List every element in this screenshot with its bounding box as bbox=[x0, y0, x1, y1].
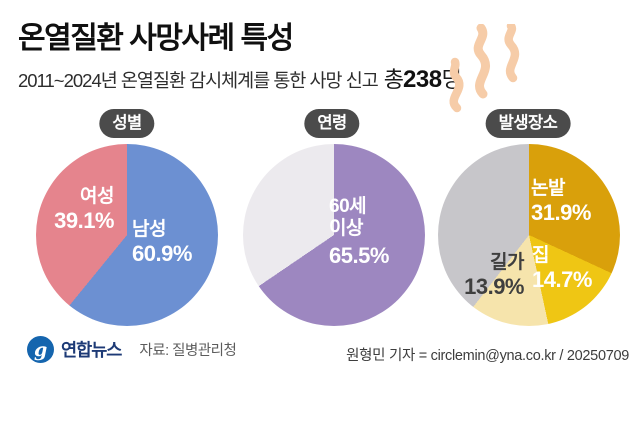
chart-title-pill-place: 발생장소 bbox=[485, 109, 571, 138]
page-title: 온열질환 사망사례 특성 bbox=[18, 22, 294, 55]
slice-percent: 14.7% bbox=[532, 267, 592, 292]
chart-title-pill-age: 연령 bbox=[304, 109, 360, 138]
slice-name: 남성 bbox=[132, 219, 166, 240]
slice-label-roadside: 길가 13.9% bbox=[438, 251, 524, 300]
slice-percent: 60.9% bbox=[132, 241, 192, 266]
pie-chart-age: 60세 이상 65.5% bbox=[243, 144, 425, 326]
page-subtitle: 2011~2024년 온열질환 감시체계를 통한 사망 신고 총238명 bbox=[18, 62, 462, 94]
svg-text:g: g bbox=[34, 339, 47, 361]
total-prefix: 총 bbox=[383, 67, 404, 92]
reporter-credit: 원형민 기자 = circlemin@yna.co.kr / 20250709 bbox=[346, 348, 629, 364]
chart-title-pill-gender: 성별 bbox=[99, 109, 155, 138]
pie-chart-gender: 여성 39.1% 남성 60.9% bbox=[36, 144, 218, 326]
subtitle-text: 2011~2024년 온열질환 감시체계를 통한 사망 신고 bbox=[18, 70, 379, 91]
slice-label-male: 남성 60.9% bbox=[132, 218, 192, 267]
total-count: 238 bbox=[403, 66, 442, 93]
pie-chart-place: 논밭 31.9% 집 14.7% 길가 13.9% bbox=[438, 144, 620, 326]
slice-label-female: 여성 39.1% bbox=[36, 185, 114, 234]
slice-name: 60세 이상 bbox=[329, 196, 367, 239]
slice-name: 길가 bbox=[490, 252, 524, 273]
yonhap-logo-icon: g bbox=[27, 336, 54, 363]
slice-name: 집 bbox=[532, 245, 549, 266]
slice-label-home: 집 14.7% bbox=[532, 244, 592, 293]
footer: g 연합뉴스 자료: 질병관리청 bbox=[27, 336, 237, 363]
slice-percent: 39.1% bbox=[54, 208, 114, 233]
slice-percent: 13.9% bbox=[464, 274, 524, 299]
slice-name: 논밭 bbox=[531, 178, 565, 199]
slice-name: 여성 bbox=[80, 186, 114, 207]
brand-name: 연합뉴스 bbox=[61, 340, 122, 360]
slice-percent: 31.9% bbox=[531, 200, 591, 225]
heat-waves-icon bbox=[449, 24, 520, 113]
slice-label-fields: 논밭 31.9% bbox=[531, 177, 591, 226]
slice-label-60-plus: 60세 이상 65.5% bbox=[329, 196, 389, 269]
data-source: 자료: 질병관리청 bbox=[139, 343, 237, 359]
slice-percent: 65.5% bbox=[329, 243, 389, 268]
